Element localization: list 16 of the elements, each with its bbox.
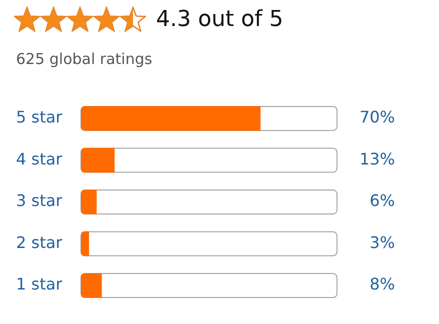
y-tick-label: 5 star (16, 108, 63, 127)
y-tick-label: 2 star (16, 232, 63, 252)
y-tick-label: 1 star (16, 274, 63, 294)
data-label: 13% (359, 149, 395, 168)
y-tick-label: 4 star (16, 149, 63, 168)
y-tick-label: 3 star (16, 191, 63, 210)
bar (81, 190, 97, 214)
bar (81, 231, 90, 256)
data-label: 3% (370, 232, 395, 252)
chart-subtitle: 625 global ratings (16, 50, 152, 68)
data-label: 6% (370, 191, 395, 210)
chart-title: 4.3 out of 5 (156, 6, 284, 34)
data-label: 70% (359, 108, 395, 127)
bar (81, 273, 102, 298)
bar (81, 148, 115, 173)
data-label: 8% (370, 274, 395, 294)
